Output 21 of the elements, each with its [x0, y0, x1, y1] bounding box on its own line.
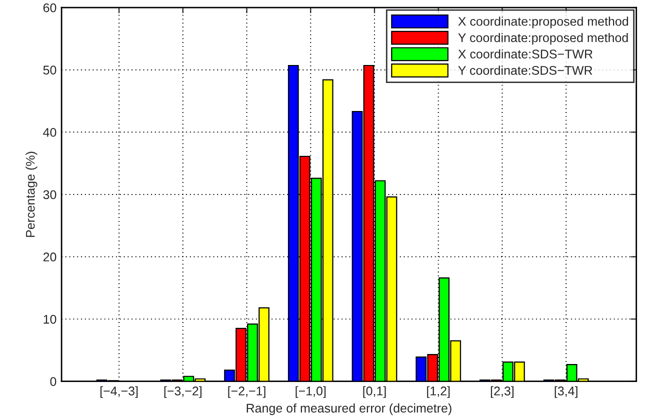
x-tick-label: [−3,−2] — [164, 386, 202, 398]
x-tick-label: [0,1] — [363, 386, 386, 398]
x-tick-label: [2,3] — [490, 386, 514, 398]
legend-label: Y coordinate:SDS−TWR — [458, 66, 592, 75]
legend-label: X coordinate:SDS−TWR — [458, 49, 592, 58]
x-tick-label: [−2,−1] — [228, 386, 266, 398]
x-tick-label: [1,2] — [427, 386, 450, 398]
y-tick-label: 30 — [43, 190, 56, 200]
y-tick-label: 20 — [43, 252, 56, 262]
x-tick-label: [−1,0] — [296, 386, 326, 398]
y-tick-label: 40 — [43, 128, 56, 137]
y-tick-label: 50 — [43, 66, 56, 75]
x-axis-title: Range of measured error (decimetre) — [246, 403, 452, 416]
y-tick-label: 10 — [44, 314, 56, 324]
y-axis-title: Percentage (%) — [26, 152, 38, 237]
y-tick-label: 0 — [50, 377, 56, 386]
x-tick-label: [3,4] — [554, 386, 578, 398]
y-tick-label: 60 — [43, 3, 56, 12]
x-tick-label: [−4,−3] — [100, 386, 138, 398]
legend-label: X coordinate:proposed method — [458, 16, 628, 28]
legend-label: Y coordinate:proposed method — [458, 32, 628, 45]
